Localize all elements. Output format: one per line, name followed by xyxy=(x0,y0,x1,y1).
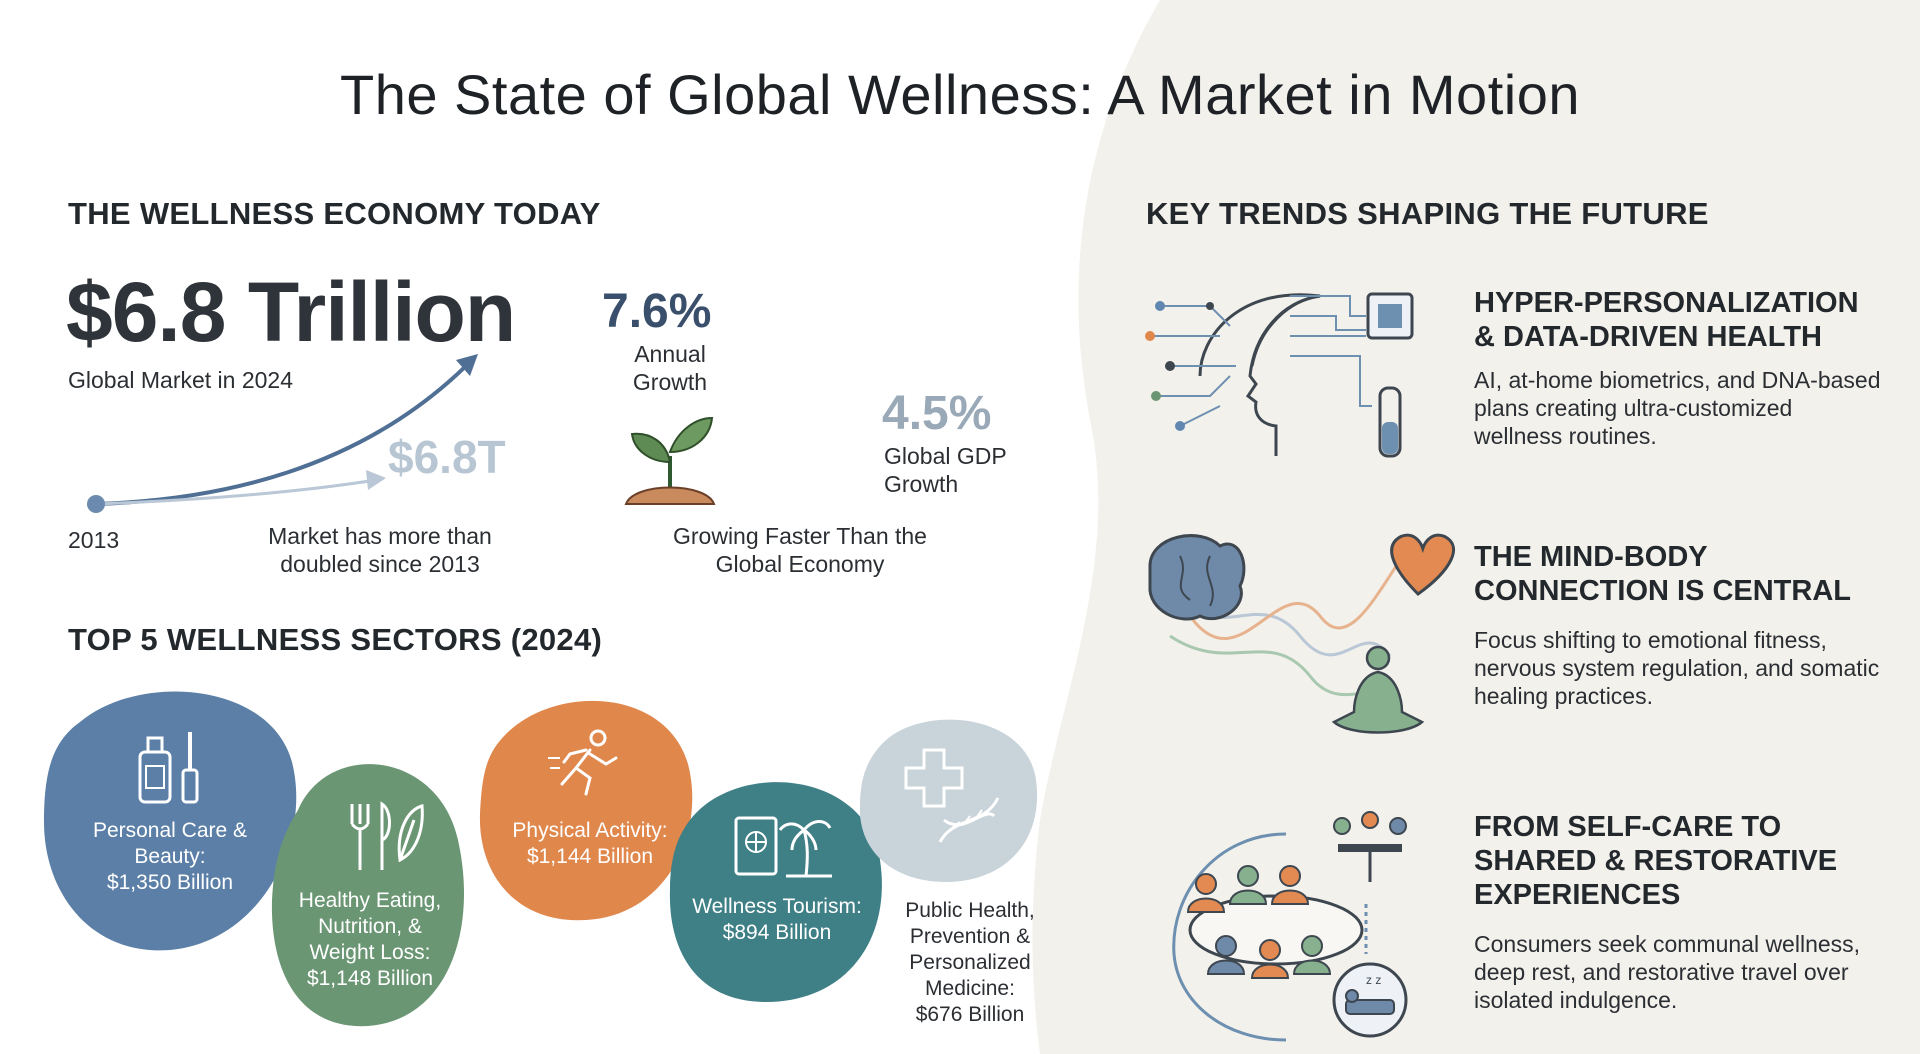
sector-label-healthy-eating: Healthy Eating, Nutrition, & Weight Loss… xyxy=(298,889,442,990)
trend-desc-shared-experiences: Consumers seek communal wellness, deep r… xyxy=(1474,931,1861,1013)
sector-blob-public-health xyxy=(859,719,1038,882)
annual-growth-label: Annual Growth xyxy=(632,341,708,395)
gdp-growth-label: Global GDP Growth xyxy=(884,443,1007,497)
chart-value-label: $6.8T xyxy=(388,431,506,483)
trend-desc-personalization: AI, at-home biometrics, and DNA-based pl… xyxy=(1474,367,1881,449)
passport-palm-icon xyxy=(734,816,832,878)
growth-arrows xyxy=(87,354,478,513)
doubled-caption: Market has more than doubled since 2013 xyxy=(268,523,492,577)
community-rest-icon: z z xyxy=(1172,811,1408,1042)
sector-blob-wellness-tourism xyxy=(669,782,882,1002)
annual-growth-pct: 7.6% xyxy=(602,285,712,338)
sprout-icon xyxy=(624,416,716,505)
market-caption: Global Market in 2024 xyxy=(68,367,294,393)
svg-text:z z: z z xyxy=(1366,973,1381,987)
brain-heart-meditation-icon xyxy=(1148,533,1456,734)
trends-heading: KEY TRENDS SHAPING THE FUTURE xyxy=(1146,196,1709,231)
sector-blob-personal-care xyxy=(44,691,297,951)
runner-icon xyxy=(548,729,618,796)
trend-title-personalization: HYPER-PERSONALIZATION & DATA-DRIVEN HEAL… xyxy=(1474,287,1859,353)
start-point xyxy=(87,495,105,513)
sector-label-wellness-tourism: Wellness Tourism: $894 Billion xyxy=(692,895,862,944)
sector-label-physical-activity: Physical Activity: $1,144 Billion xyxy=(512,819,668,868)
start-year: 2013 xyxy=(68,527,120,553)
page-title: The State of Global Wellness: A Market i… xyxy=(339,63,1580,126)
trend-desc-mind-body: Focus shifting to emotional fitness, ner… xyxy=(1474,627,1880,709)
medical-cross-dna-icon xyxy=(904,748,1000,843)
comparison-caption: Growing Faster Than the Global Economy xyxy=(673,523,927,577)
sector-label-personal-care: Personal Care & Beauty: $1,350 Billion xyxy=(92,819,248,894)
sector-blob-physical-activity xyxy=(479,700,693,921)
gdp-growth-pct: 4.5% xyxy=(882,387,992,440)
trend-title-shared-experiences: FROM SELF-CARE TO SHARED & RESTORATIVE E… xyxy=(1474,811,1838,911)
economy-heading: THE WELLNESS ECONOMY TODAY xyxy=(68,196,601,231)
trend-title-mind-body: THE MIND-BODY CONNECTION IS CENTRAL xyxy=(1474,541,1851,607)
sector-blob-healthy-eating xyxy=(271,764,464,1027)
utensils-leaf-icon xyxy=(350,801,424,870)
ai-head-chip-icon xyxy=(1145,292,1414,458)
market-value: $6.8 Trillion xyxy=(66,265,516,359)
sectors-heading: TOP 5 WELLNESS SECTORS (2024) xyxy=(68,622,603,657)
cosmetics-icon xyxy=(138,732,199,804)
sector-label-public-health: Public Health, Prevention & Personalized… xyxy=(905,899,1035,1026)
